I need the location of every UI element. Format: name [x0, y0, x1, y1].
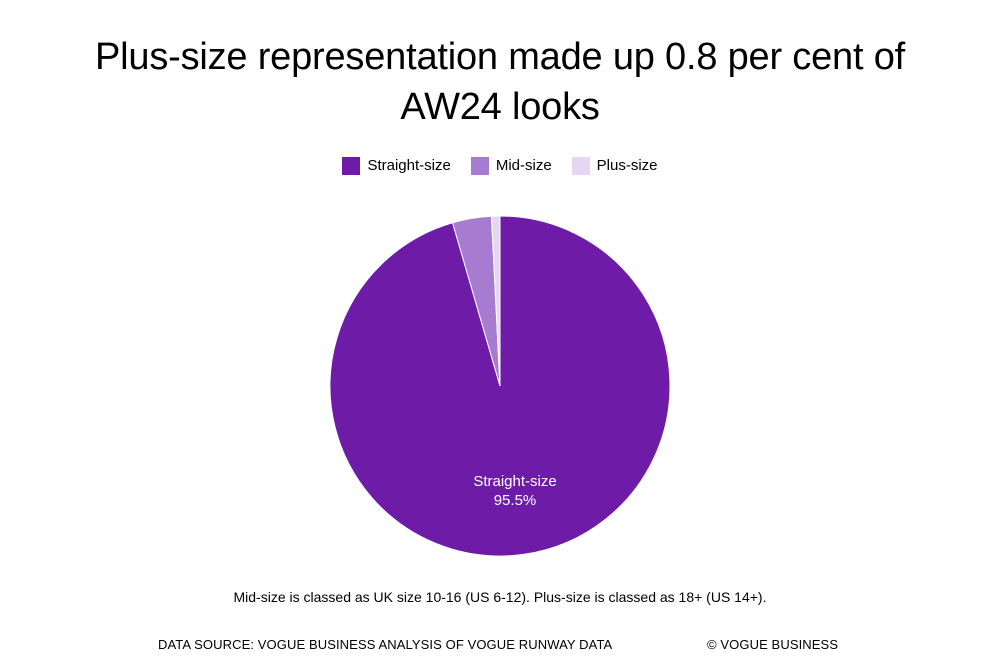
copyright: © VOGUE BUSINESS: [707, 637, 839, 652]
legend-swatch-plus-size: [571, 157, 590, 175]
pie-slice-plus-size: [490, 215, 501, 387]
chart-legend: Straight-size Mid-size Plus-size: [0, 156, 1000, 176]
footnote: Mid-size is classed as UK size 10-16 (US…: [233, 589, 767, 605]
legend-label-mid-size: Mid-size: [495, 157, 552, 174]
pie-chart: Straight-size 95.5%: [320, 206, 680, 566]
legend-item-mid-size: Mid-size: [470, 156, 552, 176]
legend-swatch-straight-size: [342, 157, 361, 175]
pie-svg: Straight-size 95.5%: [329, 215, 671, 557]
data-source: DATA SOURCE: VOGUE BUSINESS ANALYSIS OF …: [158, 637, 613, 652]
slice-label-value: 95.5%: [494, 492, 537, 509]
legend-item-straight-size: Straight-size: [342, 156, 451, 176]
legend-swatch-mid-size: [470, 157, 489, 175]
legend-item-plus-size: Plus-size: [571, 156, 658, 176]
chart-title: Plus-size representation made up 0.8 per…: [95, 36, 905, 128]
legend-label-straight-size: Straight-size: [367, 157, 451, 174]
slice-label-name: Straight-size: [473, 473, 556, 490]
legend-label-plus-size: Plus-size: [596, 157, 658, 174]
